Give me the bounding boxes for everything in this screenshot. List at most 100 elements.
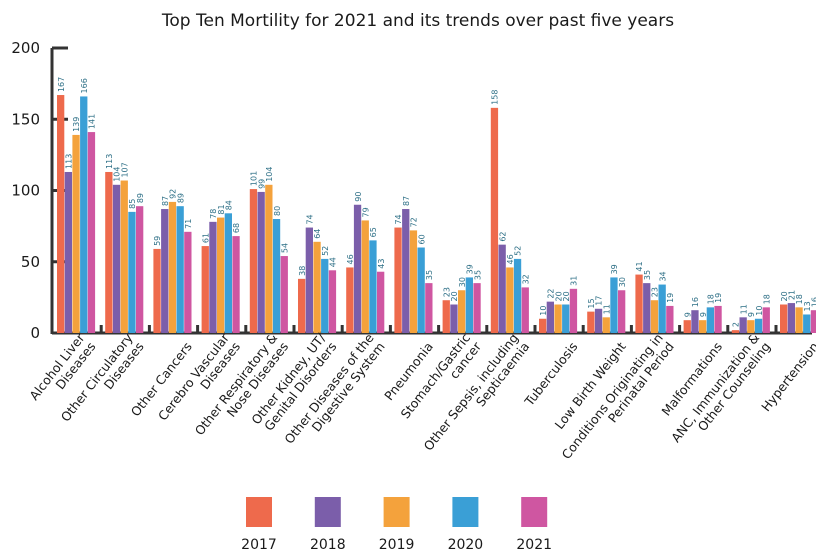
data-label: 85	[128, 199, 137, 209]
data-label: 71	[184, 219, 193, 229]
data-label: 43	[377, 259, 386, 269]
data-label: 16	[811, 297, 816, 307]
bar-2018	[112, 184, 121, 333]
data-label: 79	[361, 207, 370, 217]
bar-2021	[377, 271, 385, 333]
bar-2017	[201, 246, 209, 333]
bar-2019	[795, 307, 803, 333]
bar-2018	[787, 303, 795, 333]
bar-2019	[506, 267, 514, 333]
bar-2018	[450, 304, 458, 333]
bar-2021	[87, 132, 96, 333]
data-label: 139	[72, 117, 81, 132]
bar-2018	[209, 221, 217, 333]
bar-2021	[184, 231, 192, 333]
bar-2017	[394, 227, 402, 333]
bar-2020	[706, 307, 714, 333]
bar-2020	[465, 277, 473, 333]
legend-label: 2020	[448, 537, 484, 551]
bar-2020	[224, 213, 232, 333]
bar-2020	[562, 304, 570, 333]
bar-2019	[120, 180, 128, 333]
data-label: 35	[425, 270, 434, 280]
data-label: 17	[595, 296, 604, 306]
bar-2017	[442, 300, 450, 333]
data-label: 72	[410, 217, 419, 227]
legend-label: 2018	[310, 537, 346, 551]
data-label: 10	[755, 306, 764, 316]
data-label: 16	[691, 297, 700, 307]
bar-2021	[714, 305, 722, 333]
data-label: 41	[635, 261, 644, 271]
bar-2020	[128, 211, 136, 333]
bar-2018	[64, 171, 72, 333]
legend-swatch-2021	[521, 497, 548, 527]
bar-2020	[272, 219, 281, 333]
data-label: 141	[88, 114, 97, 129]
bar-2021	[328, 270, 337, 333]
bar-2021	[425, 283, 433, 333]
bar-2017	[153, 248, 161, 333]
bar-2018	[257, 191, 265, 333]
data-label: 107	[120, 162, 129, 177]
data-label: 44	[329, 257, 338, 267]
bar-2021	[810, 310, 816, 333]
data-label: 89	[136, 193, 145, 203]
data-label: 31	[570, 276, 579, 286]
bar-2019	[602, 317, 610, 333]
data-label: 2	[732, 322, 741, 327]
bar-2020	[417, 247, 425, 333]
data-label: 89	[176, 193, 185, 203]
data-label: 23	[442, 287, 451, 297]
data-label: 68	[232, 223, 241, 233]
bar-2020	[321, 258, 329, 333]
bar-2017	[346, 267, 354, 333]
bar-2017	[57, 95, 65, 334]
legend-label: 2019	[379, 537, 415, 551]
bar-2021	[232, 236, 240, 333]
data-label: 15	[587, 298, 596, 308]
y-tick-label: 50	[21, 253, 40, 271]
y-tick-label: 150	[11, 110, 40, 128]
legend-swatch-2019	[383, 497, 410, 527]
bar-2021	[618, 290, 626, 333]
data-labels-group: 1671131391661411131041078589598792897161…	[57, 77, 816, 327]
data-label: 101	[250, 171, 259, 186]
bar-2019	[361, 220, 369, 333]
data-label: 99	[257, 179, 266, 189]
data-label: 39	[466, 264, 475, 274]
legend-label: 2017	[241, 537, 277, 551]
bar-2018	[739, 317, 747, 333]
bars-group	[57, 95, 816, 334]
data-label: 92	[169, 189, 178, 199]
data-label: 9	[747, 312, 756, 317]
bar-2018	[305, 227, 313, 333]
data-label: 18	[707, 294, 716, 304]
bar-2017	[490, 107, 499, 333]
data-label: 46	[506, 254, 515, 264]
bar-2017	[249, 189, 258, 333]
data-label: 21	[788, 290, 797, 300]
bar-2018	[498, 244, 506, 333]
data-label: 18	[762, 294, 771, 304]
bar-2020	[80, 96, 88, 333]
bar-2019	[650, 300, 659, 333]
data-label: 11	[739, 304, 748, 314]
bar-2019	[313, 241, 321, 333]
bar-2019	[168, 201, 177, 333]
data-label: 158	[491, 90, 500, 105]
data-label: 20	[450, 291, 459, 301]
legend-swatch-2018	[314, 497, 341, 527]
bar-2018	[546, 301, 554, 333]
data-label: 32	[521, 274, 530, 284]
data-label: 104	[113, 167, 122, 182]
data-label: 62	[498, 231, 507, 241]
bar-2021	[521, 287, 529, 333]
data-label: 20	[780, 291, 789, 301]
bar-2020	[658, 284, 666, 333]
bar-2019	[409, 230, 418, 333]
data-label: 34	[658, 271, 667, 281]
data-label: 9	[683, 312, 692, 317]
